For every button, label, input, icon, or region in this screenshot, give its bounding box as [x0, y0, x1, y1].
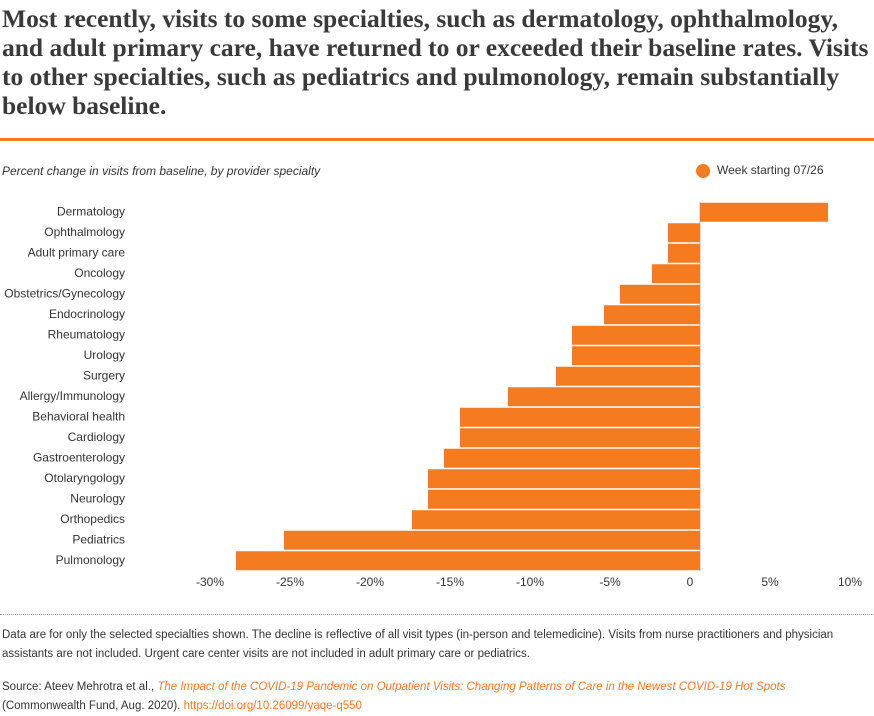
bar [236, 551, 700, 571]
bar [652, 264, 700, 284]
bar [668, 223, 700, 243]
bar [604, 305, 700, 325]
category-label: Orthopedics [60, 512, 125, 526]
category-label: Surgery [83, 368, 125, 382]
chart-title: Most recently, visits to some specialtie… [2, 4, 869, 120]
x-tick-label: -30% [196, 575, 224, 589]
x-tick-label: 5% [761, 575, 779, 589]
bar [668, 243, 700, 263]
bar [428, 469, 700, 489]
category-label: Obstetrics/Gynecology [4, 286, 125, 300]
bar [700, 202, 828, 222]
source-link[interactable]: The Impact of the COVID-19 Pandemic on O… [157, 681, 786, 693]
bar [556, 366, 700, 386]
category-label: Rheumatology [48, 327, 125, 341]
chart-subtitle: Percent change in visits from baseline, … [2, 164, 321, 178]
legend-marker [696, 164, 710, 178]
category-label: Pediatrics [72, 532, 125, 546]
footnote: Data are for only the selected specialti… [2, 629, 834, 660]
title-rule [0, 138, 874, 141]
category-label: Cardiology [68, 430, 125, 444]
category-label: Pulmonology [56, 553, 125, 567]
category-label: Dermatology [57, 204, 125, 218]
category-label: Neurology [70, 491, 125, 505]
x-tick-label: -25% [276, 575, 304, 589]
bar [428, 489, 700, 509]
x-tick-label: -20% [356, 575, 384, 589]
source-publisher: (Commonwealth Fund, Aug. 2020). [2, 700, 181, 712]
category-label: Adult primary care [28, 245, 126, 259]
x-tick-label: -15% [436, 575, 464, 589]
bar [460, 407, 700, 427]
source-prefix: Source: Ateev Mehrotra et al., [2, 681, 155, 693]
category-label: Ophthalmology [44, 225, 125, 239]
category-label: Behavioral health [32, 409, 125, 423]
x-tick-label: 10% [838, 575, 862, 589]
x-tick-label: 0 [687, 575, 694, 589]
bar [572, 325, 700, 345]
category-label: Oncology [74, 266, 125, 280]
category-label: Gastroenterology [33, 450, 125, 464]
bar [508, 387, 700, 407]
source: Source: Ateev Mehrotra et al., The Impac… [2, 678, 870, 716]
doi-link[interactable]: https://doi.org/10.26099/yaqe-q550 [183, 700, 362, 712]
category-label: Allergy/Immunology [20, 389, 125, 403]
category-label: Otolaryngology [44, 471, 125, 485]
bar [412, 510, 700, 530]
divider [0, 614, 874, 615]
x-tick-label: -5% [599, 575, 621, 589]
category-label: Endocrinology [49, 307, 125, 321]
bar [460, 428, 700, 448]
chart: Percent change in visits from baseline, … [2, 163, 862, 589]
x-tick-label: -10% [516, 575, 544, 589]
bar [444, 448, 700, 468]
bar [572, 346, 700, 366]
bar [284, 530, 700, 550]
category-label: Urology [84, 348, 125, 362]
legend-label: Week starting 07/26 [717, 163, 824, 177]
bar [620, 284, 700, 304]
